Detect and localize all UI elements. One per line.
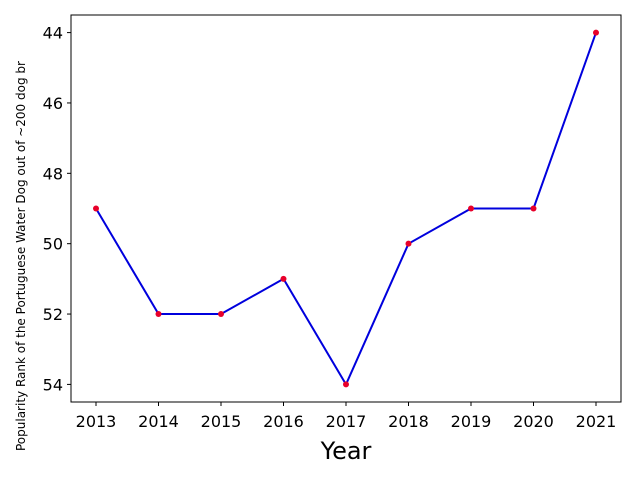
y-tick-label: 50 [43, 235, 63, 254]
y-tick-label: 44 [43, 24, 63, 43]
y-tick-label: 54 [43, 375, 63, 394]
marker [530, 205, 537, 212]
marker [343, 381, 349, 388]
x-tick-label: 2017 [326, 412, 367, 431]
y-tick-label: 52 [43, 305, 63, 324]
marker [93, 205, 99, 212]
x-tick-label: 2021 [576, 412, 617, 431]
marker [593, 29, 599, 36]
x-tick-label: 2013 [76, 412, 117, 431]
x-tick-label: 2018 [388, 412, 429, 431]
marker [155, 311, 162, 318]
x-tick-label: 2014 [138, 412, 179, 431]
marker [405, 240, 412, 247]
x-tick-label: 2020 [513, 412, 554, 431]
x-tick-label: 2015 [201, 412, 242, 431]
y-tick-label: 46 [43, 94, 63, 113]
x-tick-label: 2019 [451, 412, 492, 431]
marker [468, 205, 474, 212]
marker [280, 275, 287, 282]
x-tick-label: 2016 [263, 412, 304, 431]
y-axis-label: Popularity Rank of the Portuguese Water … [14, 61, 28, 451]
marker [218, 311, 224, 318]
y-tick-label: 48 [43, 164, 63, 183]
x-axis-label: Year [320, 437, 372, 465]
